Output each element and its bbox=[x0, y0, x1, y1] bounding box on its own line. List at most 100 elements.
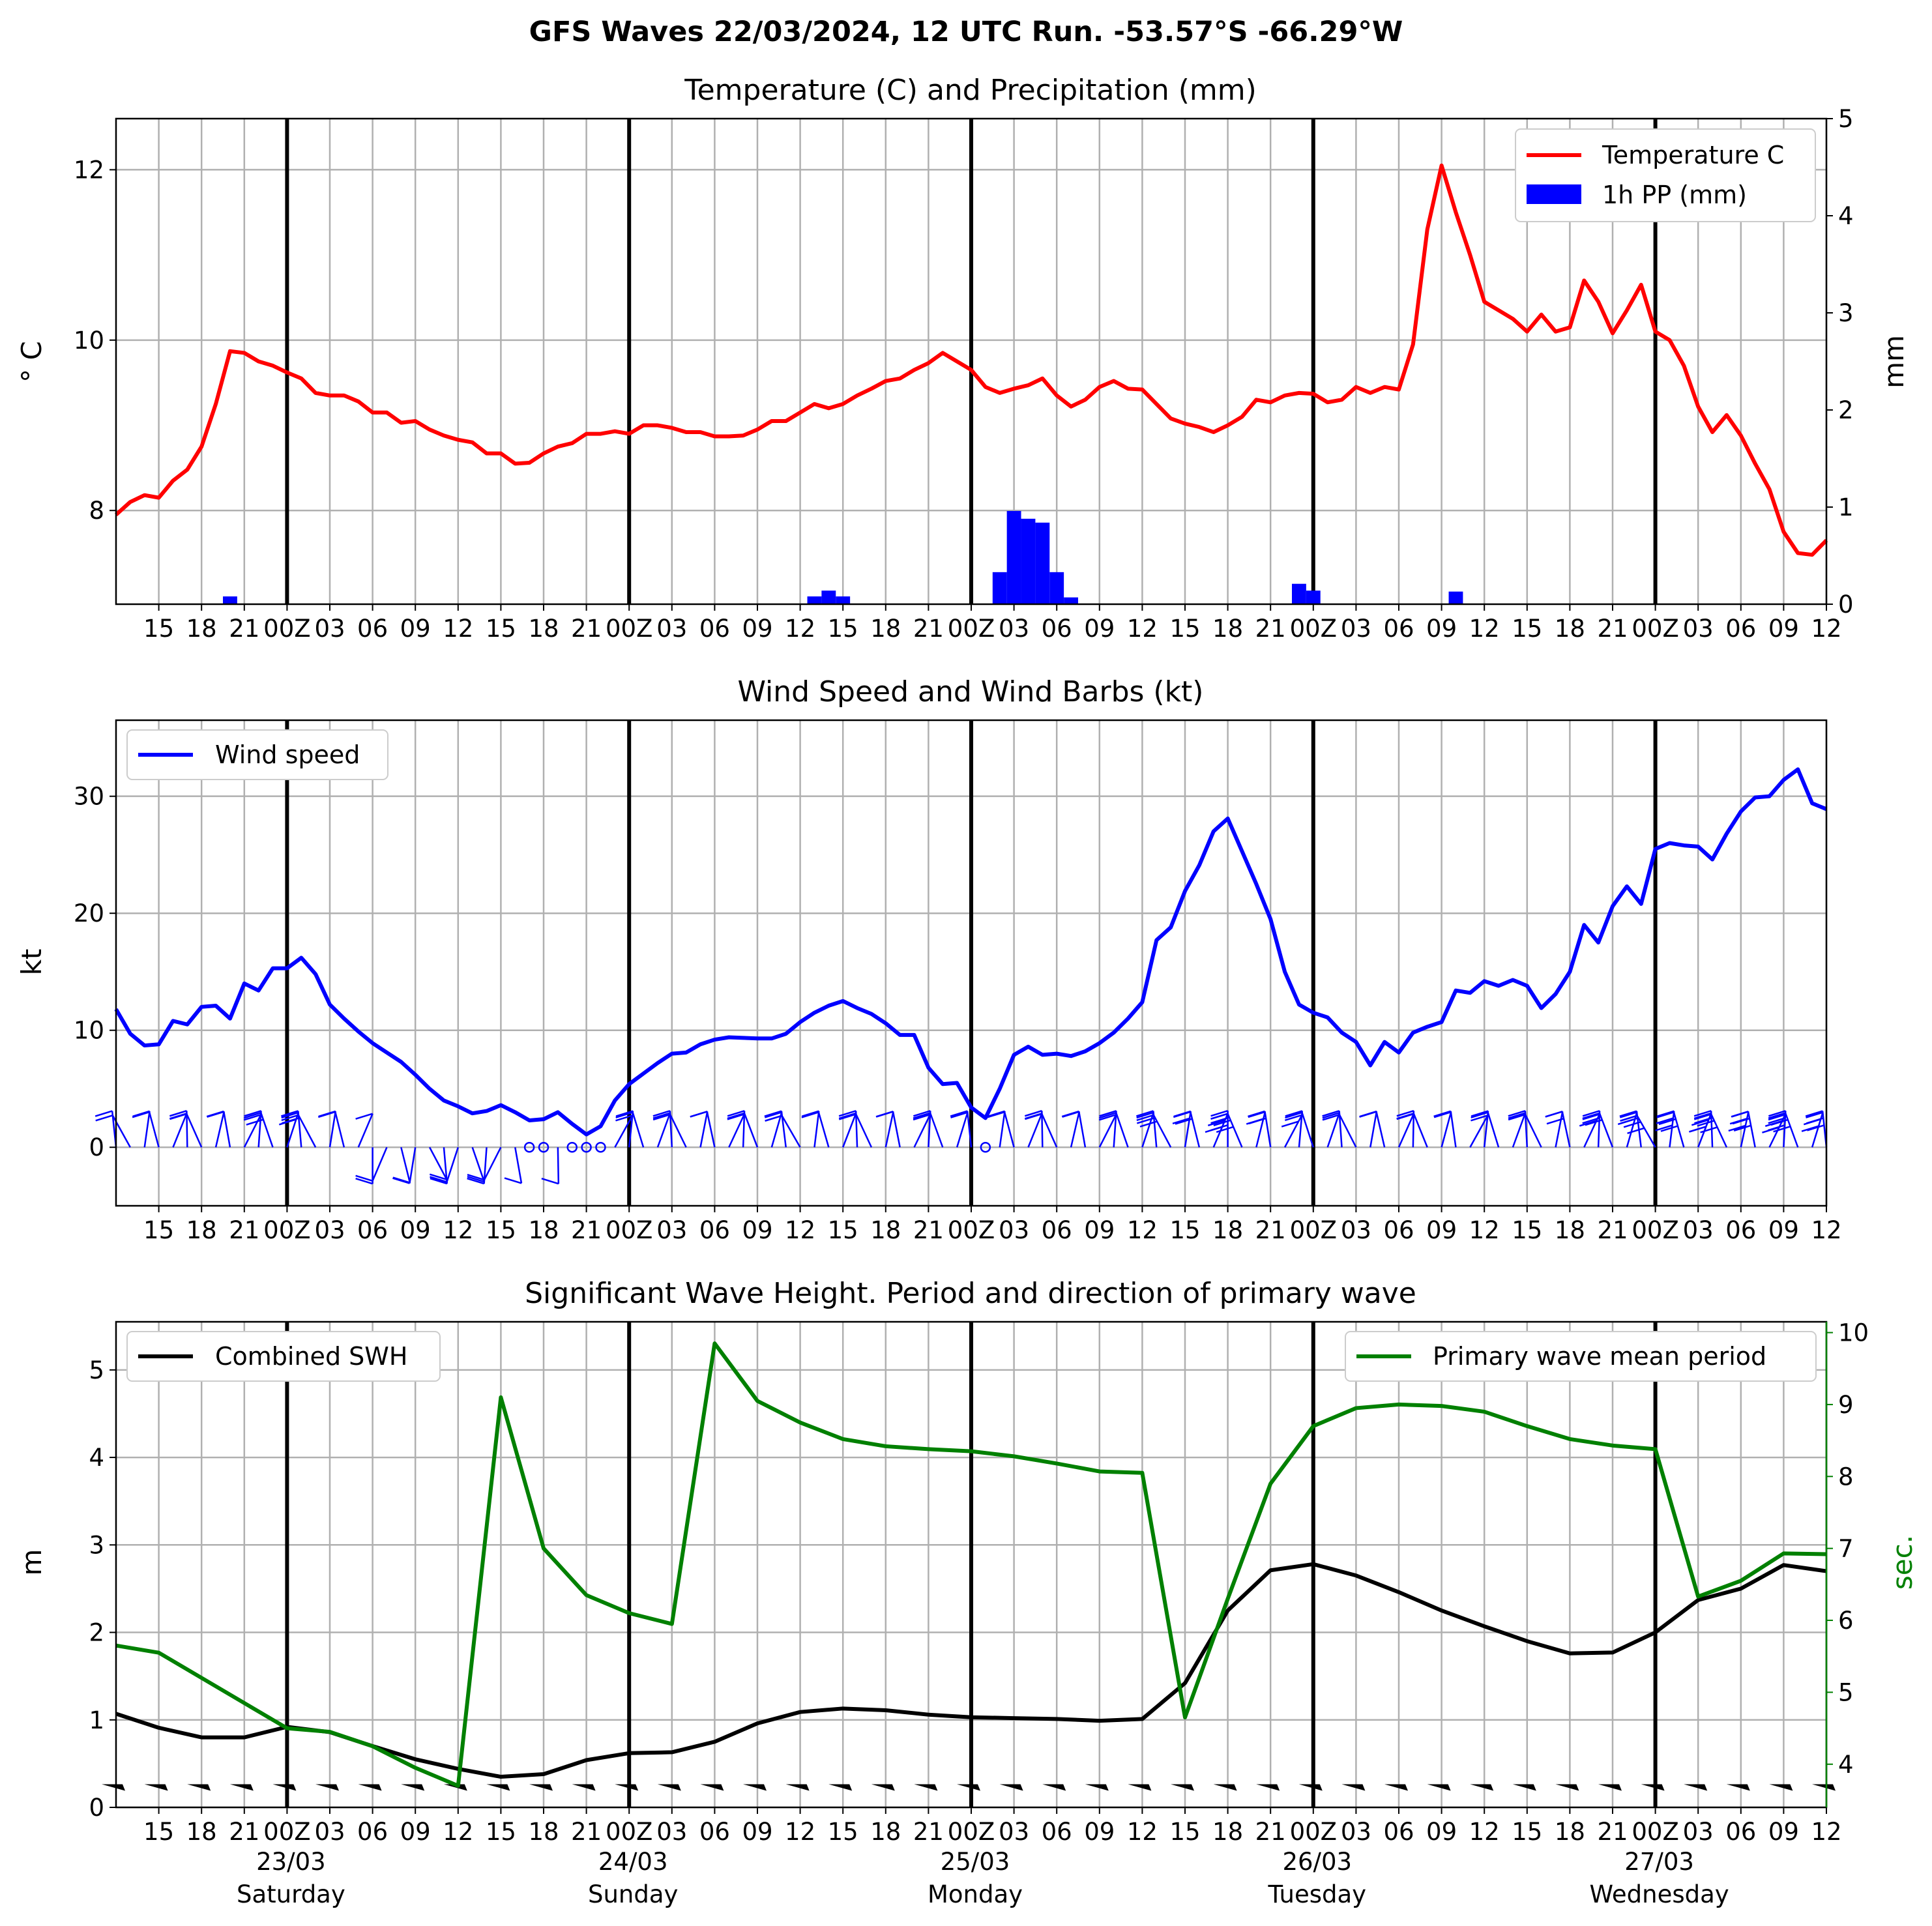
wind-barb-flag bbox=[1658, 1118, 1676, 1126]
wind-barb-flag bbox=[1210, 1124, 1228, 1131]
wind-barb-shaft bbox=[172, 1113, 188, 1148]
wind-barb-shaft bbox=[842, 1113, 857, 1148]
x-tick-label: 00Z bbox=[1290, 615, 1337, 643]
wind-barb-flag bbox=[1620, 1117, 1638, 1124]
wind-barb-shaft bbox=[1469, 1115, 1489, 1148]
x-tick-label: 00Z bbox=[948, 1216, 995, 1244]
x-tick-label: 09 bbox=[742, 615, 772, 643]
x-tick-label: 15 bbox=[1512, 615, 1542, 643]
wind-barb-flag bbox=[169, 1110, 187, 1117]
wind-barb-shaft bbox=[443, 1147, 448, 1184]
y-tick-label: 3 bbox=[89, 1531, 104, 1559]
wind-barb-shaft bbox=[885, 1111, 894, 1148]
y-tick-label: 1 bbox=[89, 1706, 104, 1734]
x-tick-label: 03 bbox=[314, 1818, 345, 1846]
wind-barb-shaft bbox=[628, 1111, 634, 1148]
y-tick-label: 0 bbox=[89, 1794, 104, 1822]
wind-barb-flag bbox=[1806, 1117, 1824, 1124]
wind-barb-shaft bbox=[1487, 1112, 1500, 1148]
wind-barb-flag bbox=[1248, 1117, 1266, 1124]
wave-direction-arrow bbox=[1641, 1784, 1665, 1791]
wind-barb-shaft bbox=[1301, 1112, 1314, 1148]
x-tick-label: 18 bbox=[186, 1216, 217, 1244]
y-right-tick-label: 4 bbox=[1838, 1751, 1854, 1779]
wind-barb bbox=[1210, 1110, 1229, 1148]
wind-barb-flag bbox=[1281, 1120, 1299, 1128]
wind-barb-flag bbox=[1213, 1119, 1231, 1127]
wind-barb-flag bbox=[1767, 1124, 1785, 1131]
wind-barb-flag bbox=[1322, 1110, 1339, 1117]
day-name-label: Sunday bbox=[588, 1880, 678, 1908]
wind-barb bbox=[1433, 1110, 1457, 1148]
wave-direction-arrow bbox=[1171, 1784, 1194, 1791]
wind-barb bbox=[430, 1146, 459, 1183]
wind-barb-shaft bbox=[1412, 1111, 1415, 1148]
y-right-tick-label: 9 bbox=[1838, 1391, 1854, 1419]
wind-barb-calm bbox=[523, 1141, 535, 1153]
precip-bar bbox=[1064, 597, 1078, 604]
wind-barb-flag bbox=[355, 1178, 373, 1185]
period-line bbox=[115, 1341, 1827, 1788]
wind-barb-shaft bbox=[1597, 1111, 1601, 1148]
wave-direction-arrow bbox=[1470, 1784, 1494, 1791]
y-tick-label: 20 bbox=[74, 899, 104, 927]
x-tick-label: 18 bbox=[1212, 1818, 1243, 1846]
x-tick-label: 06 bbox=[1383, 1216, 1414, 1244]
wind-barb bbox=[615, 1111, 645, 1148]
wind-barb-shaft bbox=[1264, 1111, 1272, 1148]
x-tick-label: 03 bbox=[1341, 1216, 1371, 1244]
wind-barb-flag bbox=[281, 1111, 299, 1119]
wind-barb-shaft bbox=[1441, 1111, 1452, 1148]
wind-barb-shaft bbox=[143, 1111, 151, 1148]
wind-barb-shaft bbox=[1673, 1112, 1685, 1148]
wind-barb bbox=[1582, 1112, 1614, 1148]
x-tick-label: 12 bbox=[785, 615, 815, 643]
wind-barb bbox=[243, 1114, 262, 1148]
wind-barb bbox=[504, 1147, 523, 1184]
wind-barb bbox=[838, 1112, 857, 1148]
wind-speed-line bbox=[114, 767, 1828, 1137]
wind-barb-flag bbox=[615, 1110, 634, 1117]
wave-direction-arrow bbox=[1256, 1784, 1280, 1791]
x-tick-label: 15 bbox=[828, 1818, 858, 1846]
wind-barb bbox=[1359, 1111, 1386, 1148]
x-tick-label: 21 bbox=[913, 1216, 944, 1244]
wave-direction-arrow bbox=[187, 1784, 211, 1791]
wind-barb bbox=[355, 1113, 373, 1148]
wind-barb bbox=[244, 1110, 262, 1148]
wind-barb-flag bbox=[1733, 1124, 1751, 1132]
wind-barb bbox=[1582, 1110, 1601, 1148]
x-tick-label: 12 bbox=[1469, 615, 1500, 643]
wind-barb-flag bbox=[652, 1110, 671, 1117]
wind-barb-flag bbox=[1693, 1112, 1712, 1120]
wind-barb bbox=[801, 1110, 820, 1148]
wind-barb bbox=[1025, 1113, 1058, 1148]
wind-barb bbox=[169, 1113, 203, 1148]
x-tick-label: 00Z bbox=[606, 615, 652, 643]
x-tick-label: 03 bbox=[314, 615, 345, 643]
wind-barb-calm bbox=[595, 1141, 606, 1153]
wind-barb-flag bbox=[1805, 1110, 1823, 1117]
x-tick-label: 06 bbox=[1383, 1818, 1414, 1846]
wind-barb-flag bbox=[1210, 1113, 1228, 1120]
wind-barb-shaft bbox=[334, 1111, 345, 1148]
wind-barb-shaft bbox=[1450, 1111, 1457, 1148]
wind-barb-flag bbox=[1656, 1110, 1675, 1117]
x-tick-label: 18 bbox=[186, 615, 217, 643]
wind-barb-flag bbox=[1172, 1117, 1190, 1124]
wind-barb bbox=[1396, 1110, 1415, 1148]
wind-barb bbox=[838, 1110, 858, 1148]
plot-frame bbox=[115, 117, 1828, 606]
x-tick-label: 09 bbox=[1768, 1818, 1799, 1846]
swh-legend: Combined SWH bbox=[126, 1331, 441, 1382]
wind-barb-flag bbox=[1693, 1110, 1712, 1117]
x-tick-label: 09 bbox=[1426, 1818, 1457, 1846]
wind-barb-flag bbox=[838, 1113, 856, 1120]
wind-barb-flag bbox=[764, 1111, 782, 1118]
wind-barb-flag bbox=[467, 1175, 485, 1183]
wind-barb-flag bbox=[1433, 1110, 1452, 1117]
wind-barb-flag bbox=[727, 1112, 745, 1120]
y-tick-label: 2 bbox=[89, 1619, 104, 1647]
wind-barb-shaft bbox=[1398, 1113, 1414, 1148]
wind-barb-flag bbox=[1773, 1126, 1791, 1133]
